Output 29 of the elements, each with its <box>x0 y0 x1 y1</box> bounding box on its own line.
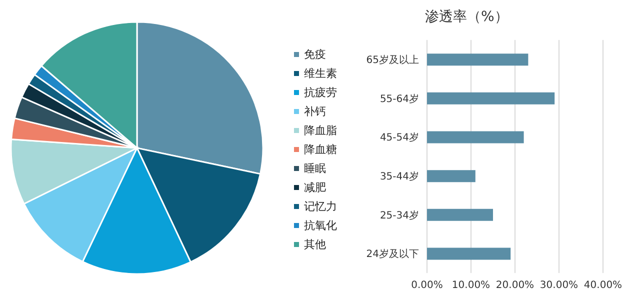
legend-label: 降血脂 <box>303 123 337 139</box>
bar <box>427 208 493 221</box>
y-tick-label: 55-64岁 <box>380 92 419 105</box>
y-tick-label: 45-54岁 <box>380 132 419 144</box>
legend-label: 睡眠 <box>303 161 327 177</box>
legend-label: 维生素 <box>303 66 337 82</box>
y-tick-label: 24岁及以下 <box>366 248 419 260</box>
y-tick-label: 25-34岁 <box>380 209 419 222</box>
y-tick-label: 65岁及以上 <box>366 54 419 66</box>
x-tick-label: 0.00% <box>411 280 443 292</box>
legend-label: 其他 <box>303 237 327 253</box>
bar <box>427 248 511 260</box>
x-tick-label: 20.00% <box>496 280 534 292</box>
x-tick-label: 10.00% <box>452 280 490 292</box>
legend-label: 抗疲劳 <box>303 85 337 101</box>
legend-label: 减肥 <box>303 180 327 196</box>
bar <box>427 131 524 144</box>
legend-label: 降血糖 <box>303 142 337 158</box>
legend-label: 抗氧化 <box>303 218 337 234</box>
legend-label: 免疫 <box>303 47 327 63</box>
bar <box>427 170 476 182</box>
legend-label: 记忆力 <box>303 199 337 215</box>
chart-title: 渗透率（%） <box>425 8 508 26</box>
x-tick-label: 40.00% <box>584 280 622 292</box>
bar <box>427 54 528 66</box>
y-tick-label: 35-44岁 <box>380 170 419 182</box>
bar <box>427 92 555 104</box>
legend-label: 补钙 <box>303 104 327 120</box>
x-tick-label: 30.00% <box>540 280 578 292</box>
